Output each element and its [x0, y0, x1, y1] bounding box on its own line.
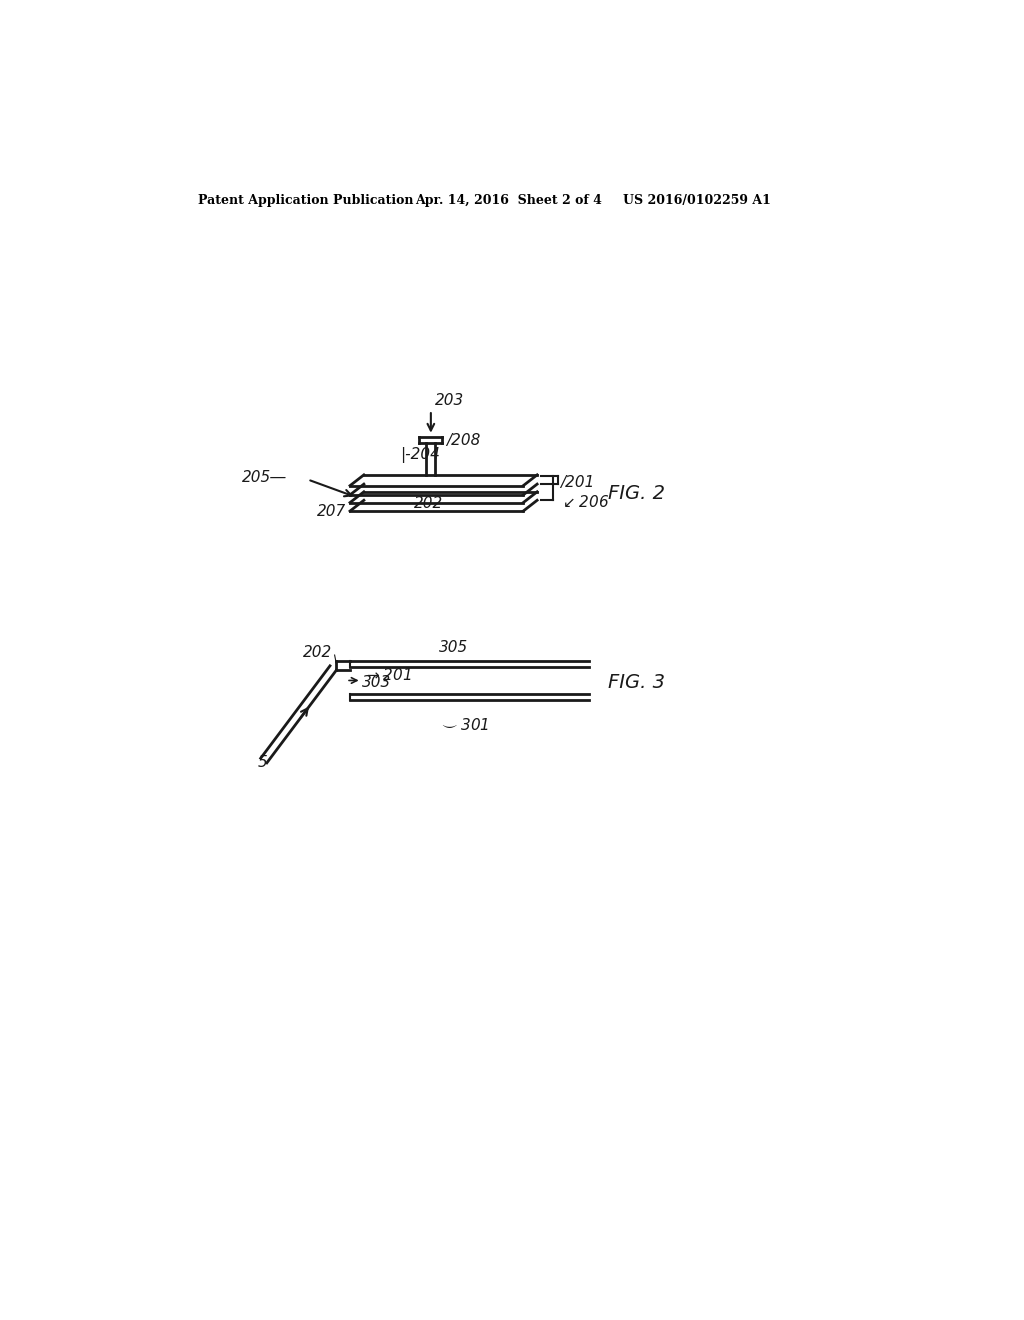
Text: $\smile$301: $\smile$301	[438, 717, 488, 733]
Text: 205―: 205―	[243, 470, 287, 486]
Text: FIG. 3: FIG. 3	[608, 672, 665, 692]
Text: 203: 203	[435, 393, 464, 408]
Text: $\swarrow$206: $\swarrow$206	[560, 494, 609, 510]
Text: 303: 303	[361, 675, 391, 690]
Text: 202: 202	[303, 645, 333, 660]
Text: $\rightarrow$201: $\rightarrow$201	[364, 667, 412, 682]
Text: Patent Application Publication: Patent Application Publication	[199, 194, 414, 207]
Text: US 2016/0102259 A1: US 2016/0102259 A1	[624, 194, 771, 207]
Text: Apr. 14, 2016  Sheet 2 of 4: Apr. 14, 2016 Sheet 2 of 4	[416, 194, 602, 207]
Text: 5: 5	[258, 755, 268, 770]
Text: 202: 202	[414, 496, 443, 511]
Text: 207: 207	[316, 504, 346, 519]
Text: /201: /201	[560, 475, 595, 490]
Text: FIG. 2: FIG. 2	[608, 484, 665, 503]
Text: |-204: |-204	[400, 447, 440, 463]
Text: 305: 305	[439, 640, 469, 655]
Text: /208: /208	[446, 433, 480, 449]
